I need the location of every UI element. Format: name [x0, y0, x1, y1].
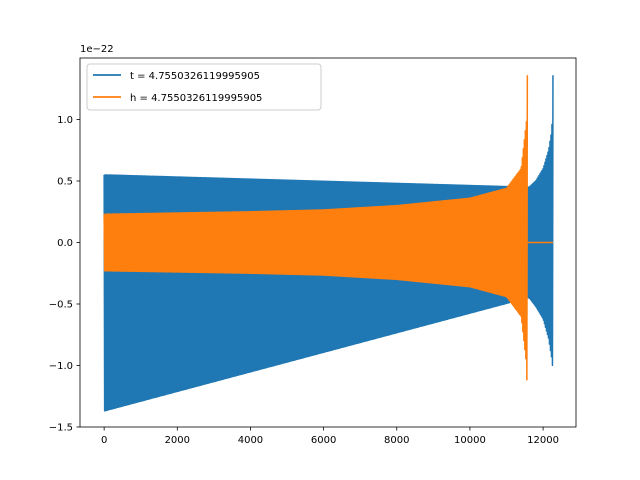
x-tick-label: 2000	[165, 435, 190, 446]
x-tick-label: 8000	[384, 435, 409, 446]
y-tick-label: −0.5	[49, 300, 73, 311]
plot-area	[103, 75, 554, 412]
series-line-1	[103, 75, 553, 381]
x-axis: 0 2000 4000 6000 8000 10000 12000	[101, 427, 559, 446]
y-tick-label: 0.0	[57, 238, 73, 249]
y-tick-label: 1.0	[57, 115, 73, 126]
x-tick-label: 6000	[311, 435, 336, 446]
x-tick-label: 12000	[527, 435, 559, 446]
x-tick-label: 4000	[238, 435, 263, 446]
y-tick-label: 0.5	[57, 177, 73, 188]
y-axis: −1.5 −1.0 −0.5 0.0 0.5 1.0	[49, 115, 80, 434]
x-tick-label: 10000	[454, 435, 486, 446]
legend-label-series-h: h = 4.7550326119995905	[130, 93, 262, 104]
x-tick-label: 0	[101, 435, 107, 446]
legend: t = 4.7550326119995905 h = 4.75503261199…	[86, 63, 322, 111]
legend-box	[86, 63, 322, 111]
y-tick-label: −1.0	[49, 361, 73, 372]
y-tick-label: −1.5	[49, 423, 73, 434]
y-multiplier-label: 1e−22	[80, 44, 114, 55]
legend-label-series-t: t = 4.7550326119995905	[130, 71, 260, 82]
